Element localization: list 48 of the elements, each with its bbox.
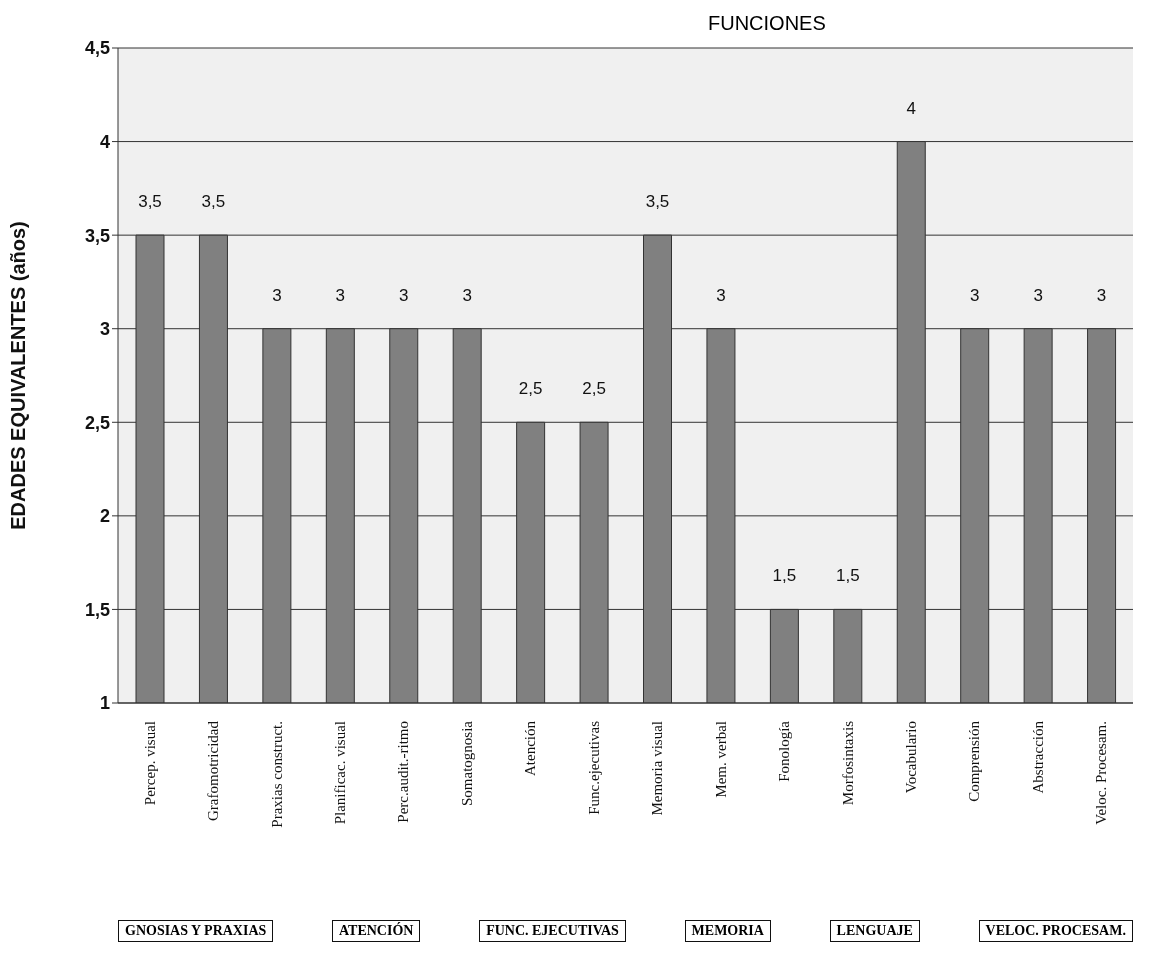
text: LENGUAJE	[829, 920, 920, 942]
text: FUNC. EJECUTIVAS	[479, 920, 626, 942]
x-tick-label: Memoria visual	[649, 721, 666, 816]
x-tick-label: Abstracción	[1029, 720, 1046, 794]
x-tick-label: Veloc. Procesam.	[1093, 721, 1110, 825]
x-tick-label: Praxias construct.	[268, 721, 285, 828]
data-label: 3,5	[201, 192, 226, 212]
data-label: 3	[1033, 285, 1043, 305]
data-label: 3,5	[138, 192, 162, 212]
data-label: 3	[969, 285, 980, 305]
x-tick-label: Grafomotricidad	[205, 720, 222, 821]
y-tick-label: 2,5	[84, 412, 110, 433]
data-label: 3	[716, 285, 726, 305]
x-tick-label: Vocabulario	[902, 721, 919, 794]
data-label: 3	[399, 285, 409, 305]
text: MEMORIA	[684, 920, 771, 942]
data-label: 2,5	[582, 379, 606, 399]
x-tick-label: Func.ejecutivas	[585, 720, 602, 815]
data-label: 3	[335, 285, 346, 305]
y-tick-label: 4,5	[84, 38, 110, 59]
y-tick-label: 3	[99, 319, 110, 340]
x-tick-label: Mem. verbal	[712, 721, 729, 798]
data-label: 3,5	[645, 192, 670, 212]
text: VELOC. PROCESAM.	[978, 920, 1133, 942]
text: ATENCIÓN	[332, 920, 421, 942]
y-axis-title: EDADES EQUIVALENTES (años)	[7, 221, 30, 530]
y-tick-label: 1	[99, 693, 110, 714]
data-label: 3	[272, 285, 282, 305]
data-label: 1,5	[772, 566, 797, 586]
text: GNOSIAS Y PRAXIAS	[118, 920, 274, 942]
y-tick-label: 1,5	[84, 599, 110, 620]
x-tick-label: Perc.audit.-ritmo	[395, 721, 412, 823]
chart-title: FUNCIONES	[708, 12, 826, 35]
x-tick-label: Comprensión	[966, 720, 983, 802]
x-tick-label: Percep. visual	[141, 721, 158, 806]
data-label: 1,5	[835, 566, 860, 586]
data-label: 2,5	[518, 379, 543, 399]
data-label: 3	[462, 285, 472, 305]
x-tick-label: Fonología	[776, 720, 793, 782]
data-label: 3	[1096, 285, 1107, 305]
x-tick-label: Somatognosia	[458, 720, 475, 806]
data-label: 4	[906, 98, 916, 118]
x-tick-label: Atención	[522, 720, 539, 776]
y-tick-label: 3,5	[84, 225, 110, 246]
x-tick-label: Planificac. visual	[332, 721, 349, 825]
y-tick-label: 2	[99, 506, 110, 527]
x-tick-label: Morfosintaxis	[839, 720, 856, 806]
y-tick-label: 4	[99, 131, 110, 152]
